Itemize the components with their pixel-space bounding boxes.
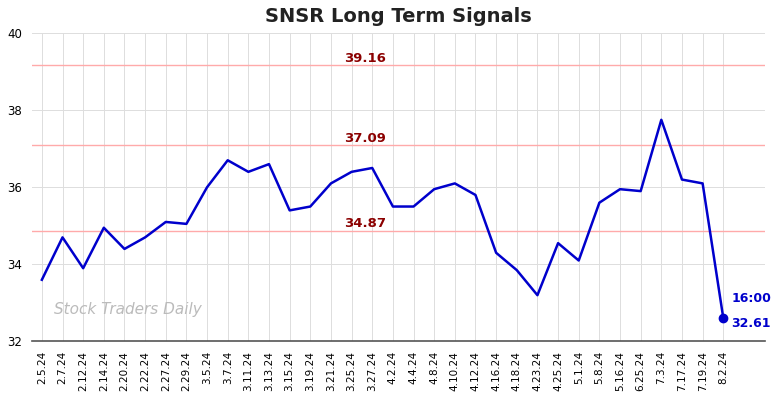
Text: 39.16: 39.16 — [344, 52, 386, 65]
Text: 34.87: 34.87 — [344, 217, 386, 230]
Text: 16:00: 16:00 — [731, 292, 771, 305]
Title: SNSR Long Term Signals: SNSR Long Term Signals — [265, 7, 532, 26]
Text: 32.61: 32.61 — [731, 317, 771, 330]
Text: Stock Traders Daily: Stock Traders Daily — [53, 302, 201, 317]
Text: 37.09: 37.09 — [344, 132, 386, 145]
